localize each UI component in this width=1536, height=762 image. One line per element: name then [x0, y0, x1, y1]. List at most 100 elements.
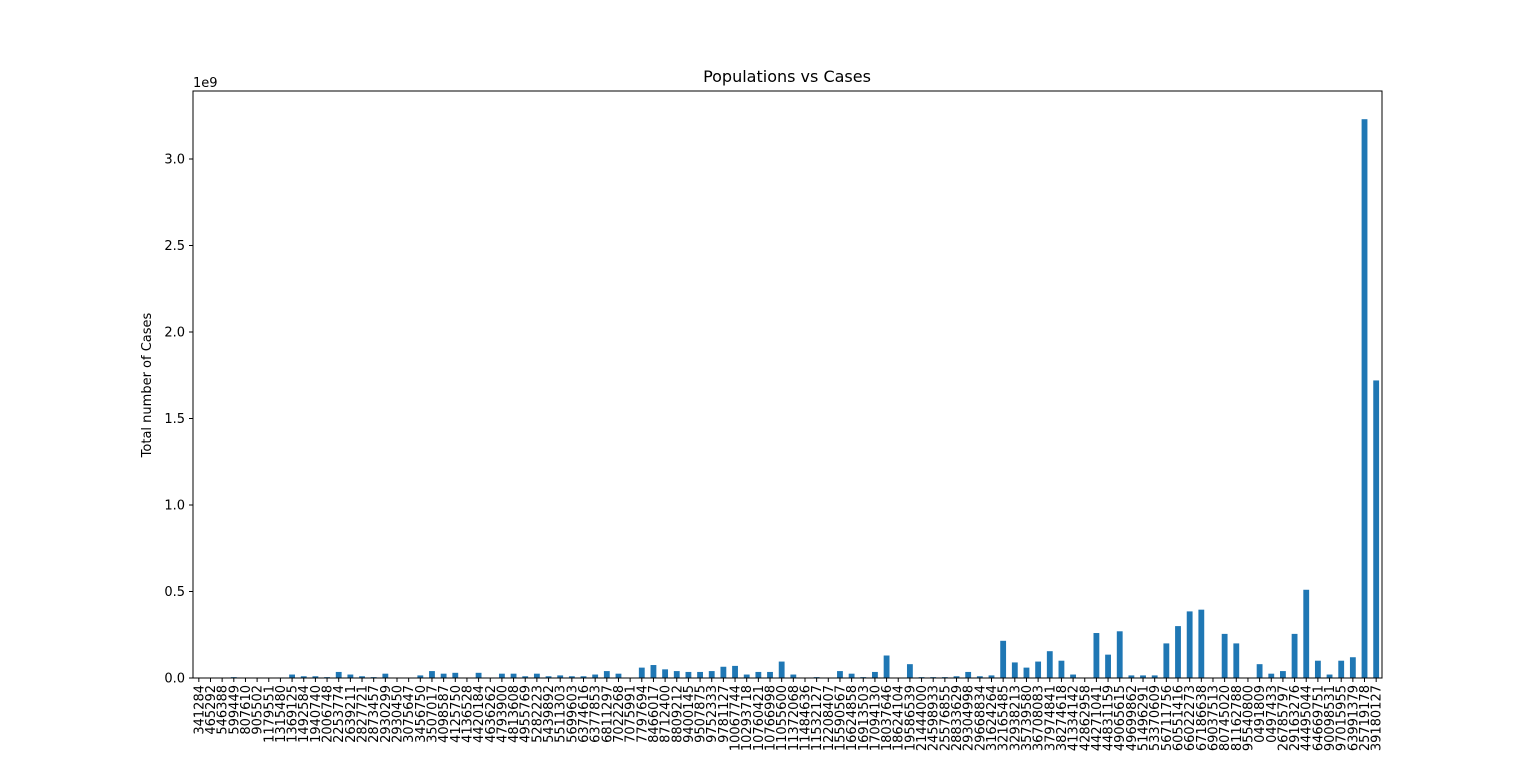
- bar: [475, 672, 482, 678]
- x-tick-label: 10760421: [752, 685, 767, 751]
- x-tick-label: 4955769: [519, 685, 534, 743]
- x-tick-label: 51496291: [1137, 685, 1152, 751]
- x-tick-label: 29163276: [1288, 685, 1303, 751]
- x-tick-label: 25719178: [1358, 685, 1373, 751]
- bar: [522, 676, 529, 678]
- x-tick-label: 15590567: [833, 685, 848, 751]
- x-tick-label: 8712400: [659, 685, 674, 743]
- y-tick-label: 0.0: [164, 672, 185, 687]
- bar: [1070, 674, 1077, 678]
- x-tick-label: 16624858: [845, 685, 860, 751]
- bar: [767, 671, 773, 678]
- y-tick-label: 0.5: [164, 585, 185, 600]
- x-tick-label: 49699862: [1125, 685, 1140, 751]
- bar: [848, 673, 855, 678]
- bar: [1105, 654, 1111, 678]
- x-tick-label: 9781127: [717, 685, 732, 743]
- x-tick-label: 2639211: [344, 685, 359, 743]
- x-tick-label: 80745020: [1218, 685, 1233, 751]
- x-tick-label: 807610: [239, 685, 254, 735]
- bar: [720, 666, 727, 678]
- x-tick-label: 44271041: [1090, 685, 1105, 751]
- x-tick-label: 18037646: [880, 685, 895, 751]
- x-tick-label: 44831159: [1102, 685, 1117, 751]
- bar: [1163, 643, 1170, 678]
- y-tick-label: 1.5: [164, 412, 185, 427]
- x-tick-label: 4813608: [507, 685, 522, 743]
- bar: [778, 661, 785, 678]
- bar: [743, 674, 750, 678]
- x-tick-label: 1940740: [309, 685, 324, 743]
- bar: [1349, 657, 1356, 678]
- x-tick-label: 5511303: [554, 685, 569, 743]
- y-tick-label: 1.0: [164, 498, 185, 513]
- x-tick-label: 7022268: [612, 685, 627, 743]
- bar: [872, 671, 878, 678]
- x-tick-label: 4636262: [484, 685, 499, 743]
- x-tick-label: 2930299: [379, 685, 394, 743]
- bar: [1326, 674, 1333, 678]
- x-tick-label: 12208407: [822, 685, 837, 751]
- bar: [568, 676, 575, 678]
- x-tick-label: 3075647: [402, 685, 417, 743]
- bar: [592, 674, 599, 678]
- x-tick-label: 60551416: [1172, 685, 1187, 751]
- bar: [790, 674, 797, 678]
- y-axis-label: Total number of Cases: [140, 312, 155, 458]
- x-tick-label: 41334142: [1067, 685, 1082, 751]
- x-tick-label: 6377853: [589, 685, 604, 743]
- x-tick-label: 28833629: [950, 685, 965, 751]
- x-tick-label: 8809212: [670, 685, 685, 743]
- bar: [673, 671, 680, 678]
- bar: [603, 671, 610, 678]
- chart-title: Populations vs Cases: [703, 67, 871, 86]
- x-tick-label: 5282223: [530, 685, 545, 743]
- bar: [498, 673, 505, 678]
- bar: [557, 675, 564, 678]
- bar: [1000, 640, 1007, 678]
- bar: [382, 673, 389, 678]
- bar: [300, 676, 307, 678]
- x-tick-label: 11055600: [775, 685, 790, 751]
- x-tick-label: 1179551: [262, 685, 277, 743]
- x-tick-label: 10067744: [729, 685, 744, 751]
- x-tick-label: 29668834: [973, 685, 988, 751]
- bar: [1303, 589, 1310, 678]
- bar: [1140, 675, 1146, 678]
- bar: [953, 676, 960, 678]
- x-tick-label: 18624104: [892, 685, 907, 751]
- bar: [545, 676, 552, 678]
- y-tick-label: 3.0: [164, 152, 185, 167]
- bar: [1175, 626, 1181, 678]
- x-tick-label: 32165485: [997, 685, 1012, 751]
- x-tick-label: 7075991: [624, 685, 639, 743]
- bar: [417, 675, 424, 678]
- bar: [429, 671, 435, 678]
- x-tick-label: 341284: [192, 685, 207, 735]
- y-tick-label: 2.0: [164, 325, 185, 340]
- x-tick-label: 0491809: [1253, 685, 1268, 743]
- x-tick-label: 6374616: [577, 685, 592, 743]
- bar: [1023, 667, 1030, 678]
- x-tick-label: 4098587: [437, 685, 452, 743]
- x-tick-label: 95540800: [1241, 685, 1256, 751]
- bar: [837, 671, 843, 678]
- x-tick-label: 56711756: [1160, 685, 1175, 751]
- x-tick-label: 599449: [227, 685, 242, 735]
- x-tick-label: 21444000: [915, 685, 930, 751]
- bar: [965, 671, 972, 678]
- bar: [1011, 662, 1018, 678]
- bar: [1116, 631, 1123, 678]
- bar: [755, 671, 762, 678]
- x-tick-label: 63991379: [1346, 685, 1361, 751]
- x-tick-label: 25576855: [938, 685, 953, 751]
- y-offset-label: 1e9: [193, 76, 218, 91]
- bar: [452, 672, 459, 678]
- x-tick-label: 1315480: [274, 685, 289, 743]
- bar: [638, 667, 645, 678]
- x-tick-label: 38274618: [1055, 685, 1070, 751]
- bar: [335, 671, 342, 678]
- x-tick-label: 5439892: [542, 685, 557, 743]
- x-tick-label: 39180127: [1370, 685, 1385, 751]
- plot-frame: [192, 90, 1383, 679]
